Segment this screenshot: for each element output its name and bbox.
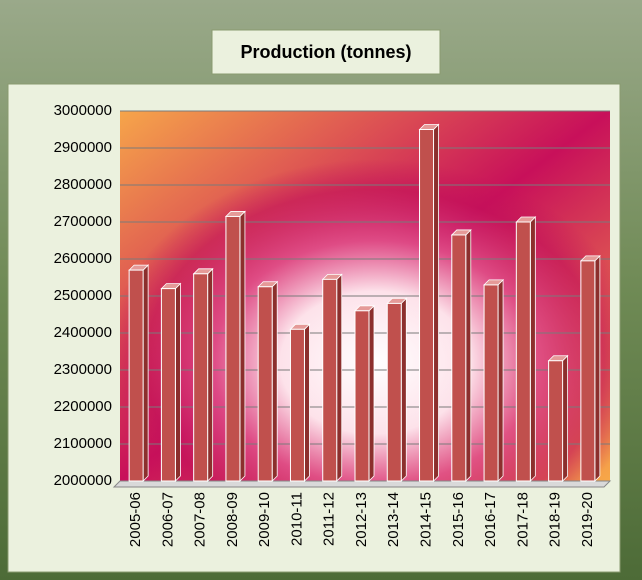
bar-side: [530, 217, 535, 481]
bar: [516, 222, 530, 481]
bar-side: [369, 306, 374, 481]
bar: [484, 285, 498, 481]
bar: [355, 311, 369, 481]
x-tick-label: 2019-20: [579, 492, 596, 547]
bar: [452, 235, 466, 481]
bar-side: [498, 280, 503, 481]
bar-side: [143, 265, 148, 481]
bar: [226, 216, 240, 481]
bar: [129, 270, 143, 481]
bar: [420, 130, 434, 482]
x-tick-label: 2016-17: [482, 492, 499, 547]
y-tick-label: 2400000: [54, 324, 112, 341]
y-tick-label: 3000000: [54, 102, 112, 119]
x-tick-label: 2010-11: [288, 492, 305, 546]
bar-side: [563, 356, 568, 481]
x-tick-label: 2008-09: [224, 492, 241, 547]
bar: [581, 261, 595, 481]
bar: [290, 329, 304, 481]
bar: [549, 361, 563, 481]
bar-side: [175, 284, 180, 481]
bar: [323, 279, 337, 481]
bar-side: [401, 298, 406, 481]
x-tick-label: 2017-18: [514, 492, 531, 547]
x-tick-label: 2009-10: [256, 492, 273, 547]
x-tick-label: 2006-07: [159, 492, 176, 547]
x-tick-label: 2018-19: [547, 492, 564, 547]
bar-side: [434, 125, 439, 482]
bar: [387, 303, 401, 481]
chart: Production (tonnes) 2000000 2100000 220000…: [0, 0, 642, 580]
y-tick-label: 2300000: [54, 361, 112, 378]
x-tick-label: 2007-08: [192, 492, 209, 547]
floor: [114, 481, 610, 487]
y-tick-label: 2600000: [54, 250, 112, 267]
y-tick-label: 2700000: [54, 213, 112, 230]
bar-side: [240, 211, 245, 481]
bar-side: [272, 282, 277, 481]
y-tick-label: 2200000: [54, 398, 112, 415]
y-tick-label: 2800000: [54, 176, 112, 193]
x-tick-label: 2011-12: [321, 492, 338, 546]
x-tick-label: 2013-14: [385, 492, 402, 547]
x-tick-label: 2015-16: [450, 492, 467, 547]
x-tick-label: 2012-13: [353, 492, 370, 547]
x-tick-label: 2014-15: [418, 492, 435, 547]
y-tick-label: 2500000: [54, 287, 112, 304]
x-tick-label: 2005-06: [127, 492, 144, 547]
chart-title: Production (tonnes): [241, 42, 412, 62]
bar: [161, 289, 175, 481]
y-tick-label: 2900000: [54, 139, 112, 156]
bar-side: [304, 324, 309, 481]
y-tick-label: 2100000: [54, 435, 112, 452]
bar-side: [208, 269, 213, 481]
bar: [194, 274, 208, 481]
y-tick-label: 2000000: [54, 472, 112, 489]
bar: [258, 287, 272, 481]
bar-side: [595, 256, 600, 481]
bar-side: [337, 274, 342, 481]
bar-side: [466, 230, 471, 481]
